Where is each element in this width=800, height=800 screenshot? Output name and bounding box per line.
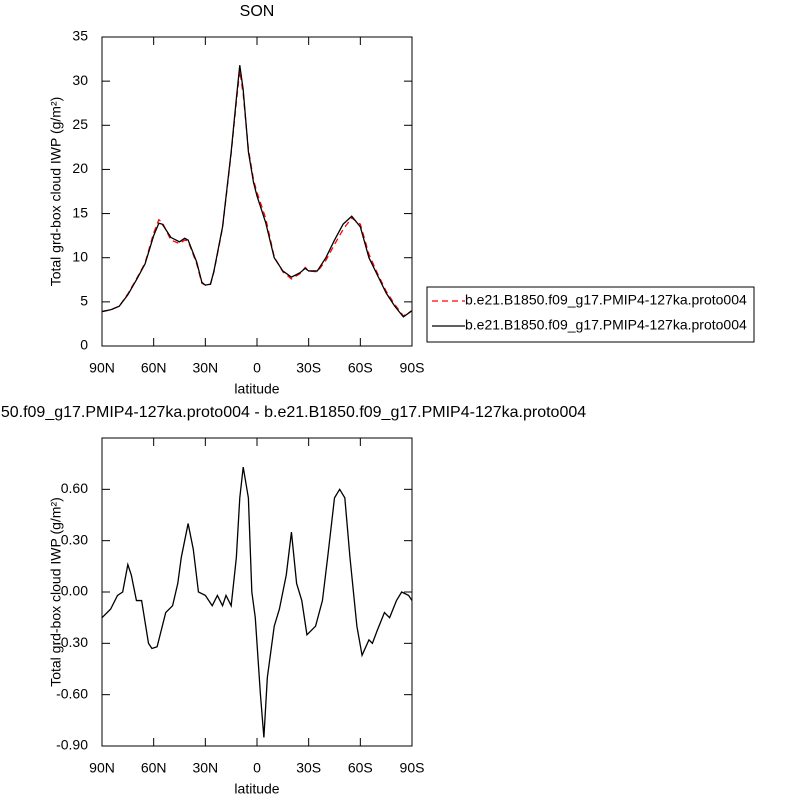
x-tick-label: 0 bbox=[253, 760, 261, 776]
y-tick-label: 25 bbox=[72, 116, 88, 132]
x-axis-label: latitude bbox=[234, 781, 279, 797]
y-tick-label: 0.60 bbox=[61, 480, 88, 496]
y-tick-label: -0.90 bbox=[56, 737, 88, 753]
y-tick-label: 0.00 bbox=[61, 583, 88, 599]
y-tick-label: -0.30 bbox=[56, 634, 88, 650]
y-tick-label: -0.60 bbox=[56, 685, 88, 701]
y-tick-label: 30 bbox=[72, 72, 88, 88]
y-tick-label: 0.30 bbox=[61, 531, 88, 547]
x-tick-label: 0 bbox=[253, 360, 261, 376]
y-tick-label: 10 bbox=[72, 248, 88, 264]
data-line bbox=[101, 70, 413, 317]
y-tick-label: 0 bbox=[80, 337, 88, 353]
y-axis-label: Total grd-box cloud IWP (g/m²) bbox=[48, 97, 64, 287]
legend-label: b.e21.B1850.f09_g17.PMIP4-127ka.proto004 bbox=[465, 317, 747, 333]
x-tick-label: 30N bbox=[192, 360, 218, 376]
x-tick-label: 30N bbox=[192, 760, 218, 776]
y-tick-label: 15 bbox=[72, 204, 88, 220]
x-tick-label: 30S bbox=[296, 360, 321, 376]
chart-title: SON bbox=[240, 3, 275, 20]
chart-title: b.e21.B1850.f09_g17.PMIP4-127ka.proto004… bbox=[0, 404, 586, 421]
data-line bbox=[101, 466, 413, 738]
y-tick-label: 20 bbox=[72, 160, 88, 176]
x-tick-label: 60N bbox=[141, 760, 167, 776]
x-tick-label: 90S bbox=[400, 760, 425, 776]
plot-frame bbox=[101, 36, 413, 347]
x-tick-label: 60S bbox=[348, 760, 373, 776]
y-tick-label: 35 bbox=[72, 28, 88, 44]
x-tick-label: 30S bbox=[296, 760, 321, 776]
x-tick-label: 60N bbox=[141, 360, 167, 376]
x-tick-label: 90S bbox=[400, 360, 425, 376]
data-line bbox=[101, 65, 413, 318]
x-axis-label: latitude bbox=[234, 381, 279, 397]
x-tick-label: 90N bbox=[89, 760, 115, 776]
plot-frame bbox=[101, 437, 413, 747]
legend-box bbox=[426, 286, 755, 343]
x-tick-label: 90N bbox=[89, 360, 115, 376]
legend-label: b.e21.B1850.f09_g17.PMIP4-127ka.proto004 bbox=[465, 292, 747, 308]
x-tick-label: 60S bbox=[348, 360, 373, 376]
y-axis-label: Total grd-box cloud IWP (g/m²) bbox=[48, 497, 64, 687]
y-tick-label: 5 bbox=[80, 293, 88, 309]
